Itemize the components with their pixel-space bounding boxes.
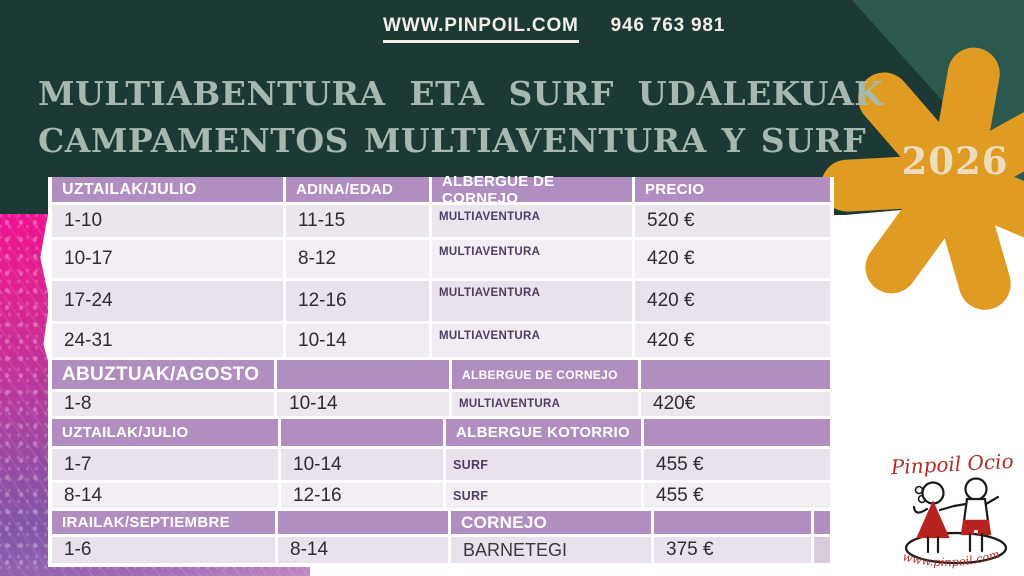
- cell-price: 420 €: [635, 240, 830, 278]
- cell-activity: SURF: [446, 449, 641, 480]
- cell-age: 12-16: [286, 281, 429, 321]
- cell-date: 17-24: [52, 281, 283, 321]
- cell-price: 375 €: [654, 537, 811, 563]
- camps-schedule-table: UZTAILAK/JULIO ADINA/EDAD ALBERGUE DE CO…: [48, 173, 834, 567]
- cell-activity: MULTIAVENTURA: [432, 205, 632, 237]
- cell-date: 1-6: [52, 537, 275, 563]
- logo-url-text: www.pinpoil.com: [901, 547, 1001, 569]
- asterisk-2026-shape: [821, 47, 1024, 310]
- cell-activity: MULTIAVENTURA: [452, 392, 638, 416]
- table-section-july-kotorrio: UZTAILAK/JULIO ALBERGUE KOTORRIO 1-7 10-…: [52, 419, 830, 508]
- cell-age: 10-14: [281, 449, 443, 480]
- col-header-price: PRECIO: [635, 177, 830, 202]
- cell-price: 420 €: [635, 281, 830, 321]
- col-header-month: ABUZTUAK/AGOSTO: [52, 360, 274, 389]
- col-header-empty: [644, 419, 830, 446]
- cell-price: 455 €: [644, 483, 830, 508]
- cell-date: 24-31: [52, 324, 283, 357]
- page-title-spanish: CAMPAMENTOS MULTIAVENTURA Y SURF: [38, 121, 867, 160]
- cell-activity: SURF: [446, 483, 641, 508]
- cell-age: 12-16: [281, 483, 443, 508]
- cell-activity: MULTIAVENTURA: [432, 324, 632, 357]
- cell-activity: MULTIAVENTURA: [432, 240, 632, 278]
- cell-date: 1-7: [52, 449, 278, 480]
- logo-kids-illustration: [904, 477, 1008, 565]
- cell-age: 8-14: [278, 537, 448, 563]
- cell-activity: BARNETEGI: [451, 537, 651, 563]
- cell-date: 10-17: [52, 240, 283, 278]
- col-header-month: UZTAILAK/JULIO: [52, 177, 283, 202]
- table-section-september-cornejo: IRAILAK/SEPTIEMBRE CORNEJO 1-6 8-14 BARN…: [52, 511, 830, 563]
- table-section-july-cornejo: UZTAILAK/JULIO ADINA/EDAD ALBERGUE DE CO…: [52, 173, 830, 357]
- col-header-albergue: CORNEJO: [451, 511, 651, 534]
- col-header-albergue: ALBERGUE DE CORNEJO: [432, 173, 632, 207]
- cell-price: 420 €: [635, 324, 830, 357]
- col-header-empty: [278, 511, 448, 534]
- cell-date: 8-14: [52, 483, 278, 508]
- col-header-age: ADINA/EDAD: [286, 177, 429, 202]
- col-header-empty: [654, 511, 811, 534]
- cell-age: 10-14: [286, 324, 429, 357]
- logo-url: www.pinpoil.com: [901, 547, 1001, 569]
- cell-age: 8-12: [286, 240, 429, 278]
- cell-date: 1-10: [52, 205, 283, 237]
- col-header-albergue: ALBERGUE DE CORNEJO: [452, 360, 638, 389]
- col-header-empty: [281, 419, 443, 446]
- website-link[interactable]: WWW.PINPOIL.COM: [383, 15, 579, 43]
- col-header-empty: [814, 511, 830, 534]
- col-header-month: UZTAILAK/JULIO: [52, 419, 278, 446]
- logo-text: Pinpoil Ocio: [889, 449, 1014, 479]
- table-section-august-cornejo: ABUZTUAK/AGOSTO ALBERGUE DE CORNEJO 1-8 …: [52, 360, 830, 416]
- cell-price: 520 €: [635, 205, 830, 237]
- year-badge: 2026: [901, 139, 1009, 183]
- contact-bar: WWW.PINPOIL.COM 946 763 981: [383, 15, 725, 43]
- col-header-albergue: ALBERGUE KOTORRIO: [446, 419, 641, 446]
- cell-empty: [814, 537, 830, 563]
- cell-age: 10-14: [277, 392, 449, 416]
- col-header-month: IRAILAK/SEPTIEMBRE: [52, 511, 275, 534]
- cell-price: 455 €: [644, 449, 830, 480]
- page-title-basque: MULTIABENTURA ETA SURF UDALEKUAK: [38, 74, 884, 113]
- phone-number: 946 763 981: [610, 15, 726, 36]
- pinpoil-ocio-logo: Pinpoil Ocio www.pinpoil.com: [889, 449, 1014, 569]
- cell-age: 11-15: [286, 205, 429, 237]
- cell-price: 420€: [641, 392, 830, 416]
- cell-activity: MULTIAVENTURA: [432, 281, 632, 321]
- col-header-empty: [277, 360, 449, 389]
- col-header-empty: [641, 360, 830, 389]
- cell-date: 1-8: [52, 392, 274, 416]
